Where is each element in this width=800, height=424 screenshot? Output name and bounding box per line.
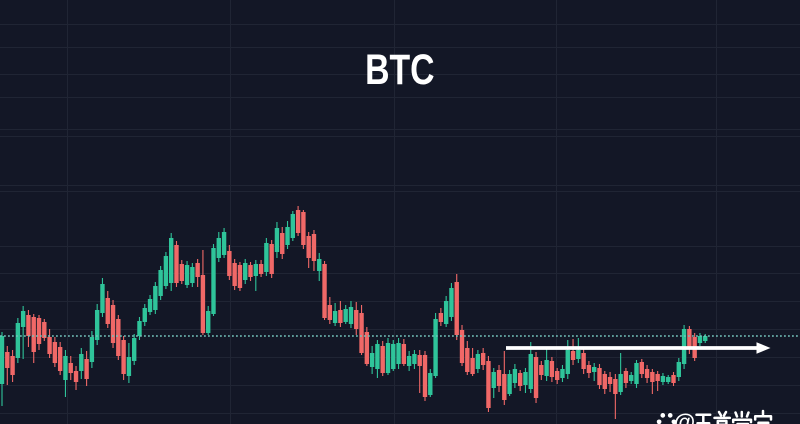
svg-text:@: @ — [674, 410, 695, 424]
svg-text:BTC: BTC — [365, 46, 434, 94]
